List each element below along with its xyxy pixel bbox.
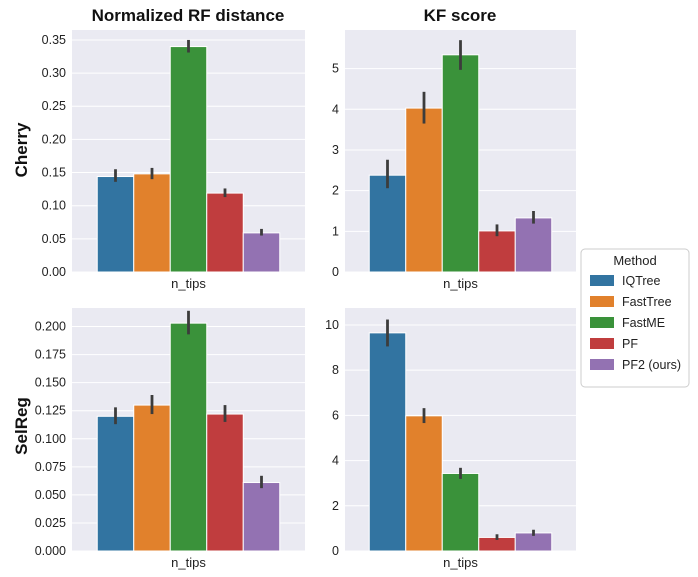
y-tick-label: 1 (332, 224, 339, 238)
col-title-rf: Normalized RF distance (92, 6, 285, 25)
y-tick-label: 6 (332, 408, 339, 422)
legend-swatch (590, 359, 614, 370)
y-tick-label: 10 (325, 318, 339, 332)
legend-label: IQTree (622, 274, 660, 288)
x-tick-label: n_tips (171, 276, 206, 291)
row-label-selreg: SelReg (12, 397, 31, 455)
bar-pf (478, 230, 516, 273)
y-tick-label: 2 (332, 184, 339, 198)
y-tick-label: 0.175 (35, 348, 66, 362)
y-tick-label: 0.30 (42, 66, 66, 80)
y-tick-label: 2 (332, 499, 339, 513)
legend-label: PF (622, 337, 638, 351)
row-label-cherry: Cherry (12, 122, 31, 177)
panel-selreg-kf: 0 2 4 6 8 10 n_tips (325, 308, 576, 570)
bar-pf2-ours (242, 232, 281, 273)
bar-fasttree (405, 415, 443, 552)
bar-pf (206, 413, 244, 552)
legend: Method IQTree FastTree FastME PF PF2 (ours) (580, 248, 690, 388)
y-tick-label: 0.10 (42, 199, 66, 213)
legend-label: FastTree (622, 295, 672, 309)
y-tick-label: 0.00 (42, 265, 66, 279)
x-tick-label: n_tips (171, 555, 206, 570)
y-tick-label: 0.100 (35, 432, 66, 446)
bar-iqtree (368, 332, 407, 552)
x-tick-label: n_tips (443, 555, 478, 570)
panel-cherry-kf: 0 1 2 3 4 5 n_tips (332, 30, 576, 291)
panel-cherry-rf: 0.00 0.05 0.10 0.15 0.20 0.25 0.30 0.35 n_tips (42, 30, 305, 291)
bar-fastme (441, 472, 480, 552)
y-tick-label: 0 (332, 265, 339, 279)
legend-swatch (590, 296, 614, 307)
bar-fasttree (133, 173, 171, 273)
y-tick-label: 0.050 (35, 488, 66, 502)
y-tick-label: 0.15 (42, 166, 66, 180)
bar-fastme (169, 46, 208, 273)
y-tick-label: 4 (332, 102, 339, 116)
bar-fasttree (405, 107, 443, 273)
legend-title: Method (613, 253, 656, 268)
legend-swatch (590, 317, 614, 328)
y-tick-label: 0.150 (35, 376, 66, 390)
legend-label: PF2 (ours) (622, 358, 681, 372)
y-tick-label: 8 (332, 363, 339, 377)
y-tick-label: 4 (332, 454, 339, 468)
bar-pf (206, 192, 244, 273)
y-tick-label: 0.075 (35, 460, 66, 474)
y-tick-label: 0.35 (42, 33, 66, 47)
y-tick-label: 0.25 (42, 99, 66, 113)
x-tick-label: n_tips (443, 276, 478, 291)
y-tick-label: 0.000 (35, 544, 66, 558)
bar-fastme (441, 54, 480, 273)
y-tick-label: 0 (332, 544, 339, 558)
bar-iqtree (96, 415, 135, 552)
legend-label: FastME (622, 316, 665, 330)
bar-pf2-ours (514, 217, 553, 273)
y-tick-label: 3 (332, 143, 339, 157)
legend-swatch (590, 275, 614, 286)
y-tick-label: 0.200 (35, 320, 66, 334)
col-title-kf: KF score (424, 6, 497, 25)
bar-iqtree (368, 174, 407, 273)
y-tick-label: 0.05 (42, 232, 66, 246)
y-tick-label: 0.20 (42, 132, 66, 146)
bar-fasttree (133, 404, 171, 552)
bar-pf2-ours (242, 482, 281, 552)
bar-fastme (169, 322, 208, 552)
y-tick-label: 0.125 (35, 404, 66, 418)
y-tick-label: 0.025 (35, 516, 66, 530)
legend-swatch (590, 338, 614, 349)
panel-selreg-rf: 0.000 0.025 0.050 0.075 0.100 0.125 0.150 0.175… (35, 308, 305, 570)
bar-iqtree (96, 176, 135, 273)
y-tick-label: 5 (332, 62, 339, 76)
